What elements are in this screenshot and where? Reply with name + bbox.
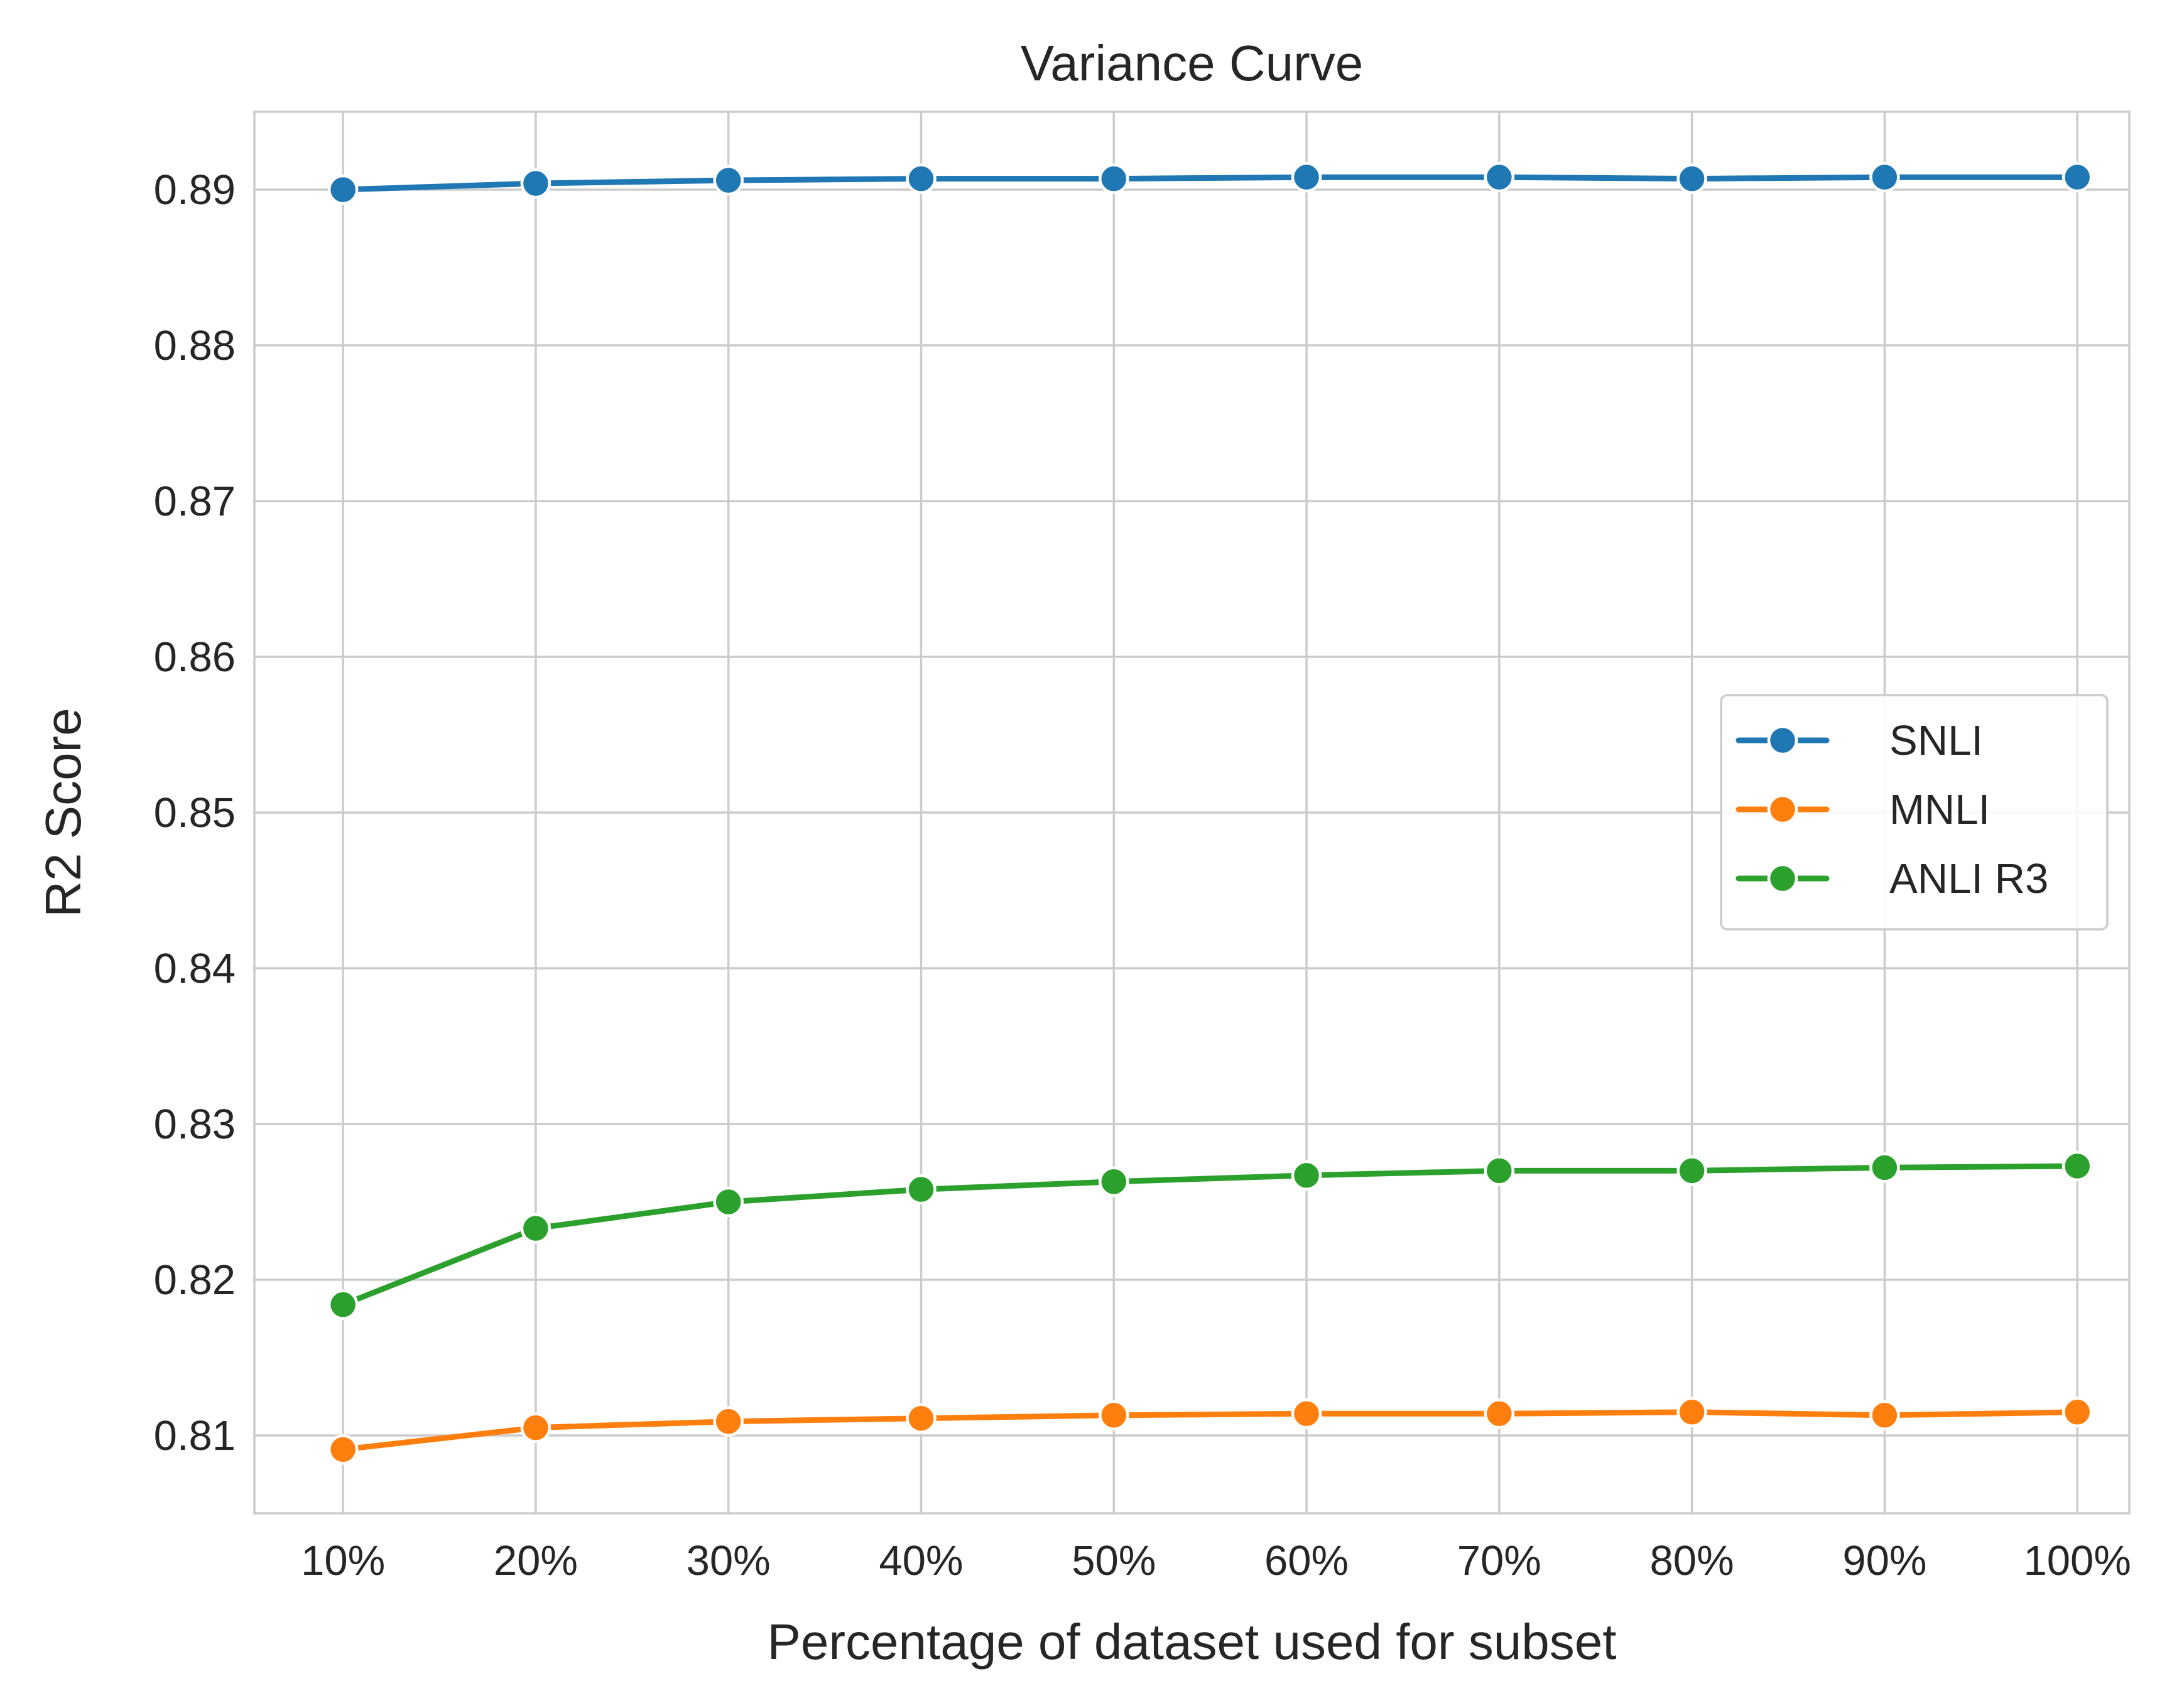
legend-label-anli-r3: ANLI R3 — [1889, 855, 2048, 902]
x-tick-label: 70% — [1457, 1537, 1541, 1584]
y-tick-label: 0.84 — [154, 945, 236, 992]
y-tick-label: 0.83 — [154, 1101, 236, 1148]
data-point-anli-r3 — [1484, 1155, 1515, 1186]
data-point-snli — [906, 163, 937, 194]
data-point-anli-r3 — [906, 1174, 937, 1205]
y-tick-label: 0.81 — [154, 1412, 236, 1459]
series-line-mnli — [340, 1409, 2080, 1452]
legend: SNLI MNLI ANLI R3 — [1720, 694, 2109, 931]
y-axis-label: R2 Score — [35, 708, 91, 917]
x-tick-label: 20% — [494, 1537, 578, 1584]
x-tick-label: 40% — [879, 1537, 963, 1584]
data-point-anli-r3 — [327, 1289, 359, 1320]
data-point-anli-r3 — [1291, 1160, 1322, 1191]
data-point-mnli — [713, 1406, 744, 1437]
legend-marker-snli — [1767, 725, 1798, 756]
data-point-anli-r3 — [520, 1213, 551, 1244]
x-tick-label: 100% — [2023, 1537, 2131, 1584]
data-point-snli — [327, 174, 359, 205]
y-tick-label: 0.82 — [154, 1257, 236, 1304]
data-point-anli-r3 — [2062, 1150, 2093, 1182]
x-tick-label: 80% — [1650, 1537, 1734, 1584]
data-point-snli — [713, 165, 744, 196]
data-point-mnli — [2062, 1397, 2093, 1428]
series-line-snli — [340, 174, 2080, 193]
legend-label-snli: SNLI — [1889, 717, 1983, 764]
legend-marker-mnli — [1767, 794, 1798, 825]
x-tick-label: 90% — [1842, 1537, 1926, 1584]
y-tick-label: 0.87 — [154, 478, 236, 525]
legend-label-mnli: MNLI — [1889, 786, 1990, 833]
y-tick-label: 0.89 — [154, 166, 236, 214]
data-point-snli — [520, 168, 551, 199]
data-point-mnli — [520, 1412, 551, 1443]
y-axis-ticks: 0.81 0.82 0.83 0.84 0.85 0.86 0.87 0.88 0.89 — [154, 166, 236, 1459]
plot-area-frame — [253, 111, 2131, 1515]
y-tick-label: 0.88 — [154, 322, 236, 369]
data-point-anli-r3 — [1676, 1155, 1707, 1186]
data-point-mnli — [327, 1434, 359, 1465]
x-axis-ticks: 10% 20% 30% 40% 50% 60% 70% 80% 90% 100% — [301, 1537, 2131, 1584]
legend-marker-anli-r3 — [1767, 863, 1798, 894]
data-point-mnli — [1291, 1398, 1322, 1429]
data-point-mnli — [1869, 1400, 1900, 1431]
chart-title: Variance Curve — [1021, 35, 1363, 91]
data-point-mnli — [906, 1403, 937, 1434]
data-point-anli-r3 — [1099, 1166, 1129, 1197]
data-point-snli — [1291, 161, 1322, 193]
x-axis-label: Percentage of dataset used for subset — [768, 1614, 1617, 1670]
data-point-snli — [1869, 161, 1900, 193]
x-tick-label: 60% — [1264, 1537, 1349, 1584]
series-line-anli-r3 — [340, 1163, 2080, 1308]
series-layer — [327, 161, 2093, 1465]
data-point-anli-r3 — [713, 1186, 744, 1218]
x-tick-label: 30% — [687, 1537, 771, 1584]
data-point-anli-r3 — [1869, 1152, 1900, 1183]
data-point-mnli — [1484, 1398, 1515, 1429]
data-point-mnli — [1676, 1397, 1707, 1428]
data-point-snli — [1484, 161, 1515, 193]
data-point-snli — [2062, 161, 2093, 193]
x-tick-label: 50% — [1072, 1537, 1156, 1584]
legend-frame — [1720, 694, 2109, 931]
data-point-snli — [1099, 163, 1129, 194]
y-tick-label: 0.85 — [154, 789, 236, 836]
data-point-snli — [1676, 163, 1707, 194]
y-tick-label: 0.86 — [154, 634, 236, 681]
x-tick-label: 10% — [301, 1537, 385, 1584]
data-point-mnli — [1099, 1400, 1129, 1431]
